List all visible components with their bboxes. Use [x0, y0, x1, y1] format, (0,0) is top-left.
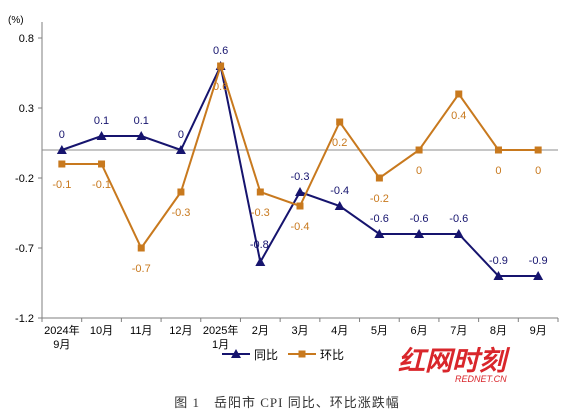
legend-marker-square — [298, 350, 306, 358]
x-tick-label: 2024年 9月 — [44, 323, 79, 351]
x-tick-label: 4月 — [331, 325, 348, 337]
y-tick-label: -0.2 — [15, 173, 34, 185]
figure-caption: 图 1 岳阳市 CPI 同比、环比涨跌幅 — [174, 395, 399, 410]
x-tick-label: 2月 — [252, 325, 269, 337]
data-point-yoy — [295, 187, 305, 196]
data-label-mom: -0.3 — [251, 207, 270, 219]
data-label-yoy: 0.6 — [213, 45, 228, 57]
data-point-yoy — [453, 229, 464, 238]
data-point-yoy — [493, 271, 504, 280]
data-point-mom — [375, 174, 383, 182]
x-tick-label: 12月 — [169, 325, 192, 337]
data-point-yoy — [96, 131, 107, 140]
x-tick-label: 2025年 1月 — [203, 323, 238, 351]
data-label-mom: 0.4 — [451, 110, 466, 122]
x-axis-ticks: 2024年 9月 10月 11月 12月 2025年 1月 2月 3月 4月 5月 6月 7月 8月 9月 — [41, 318, 559, 351]
y-axis-ticks: 0.8 0.3 -0.2 -0.7 -1.2 — [15, 33, 42, 325]
x-tick-label: 5月 — [371, 325, 388, 337]
data-label-yoy: -0.6 — [449, 213, 468, 225]
data-label-mom: -0.1 — [92, 179, 111, 191]
data-point-yoy — [334, 201, 345, 210]
data-labels-layer: 0 0.1 0.1 0 0.6 -0.8 -0.3 -0.4 -0.6 -0.6 -0.6 -0.9 -… — [52, 45, 547, 275]
data-label-yoy: 0 — [59, 129, 65, 141]
data-point-mom — [58, 160, 66, 168]
y-tick-label: 0.8 — [19, 33, 34, 45]
data-point-mom — [336, 118, 344, 126]
y-tick-label: -1.2 — [15, 313, 34, 325]
legend-label: 同比 — [254, 348, 278, 362]
x-tick-label: 10月 — [90, 325, 113, 337]
data-label-yoy: -0.9 — [489, 255, 508, 267]
data-point-yoy — [136, 131, 147, 140]
data-label-mom: -0.4 — [291, 221, 310, 233]
data-label-mom: 0.6 — [213, 81, 228, 93]
data-point-yoy — [56, 145, 67, 154]
data-label-mom: 0.2 — [332, 137, 347, 149]
data-point-yoy — [533, 271, 544, 280]
data-label-yoy: -0.6 — [370, 213, 389, 225]
watermark-logo: 红网时刻 REDNET.CN — [398, 346, 511, 384]
data-point-yoy — [414, 229, 425, 238]
data-label-mom: -0.1 — [52, 179, 71, 191]
x-tick-label: 9月 — [530, 325, 547, 337]
data-label-yoy: 0 — [178, 129, 184, 141]
data-point-mom — [494, 146, 502, 154]
data-point-mom — [137, 244, 145, 252]
data-label-mom: 0 — [535, 165, 541, 177]
data-point-mom — [177, 188, 185, 196]
data-point-mom — [415, 146, 423, 154]
x-tick-label: 6月 — [411, 325, 428, 337]
data-label-yoy: -0.6 — [410, 213, 429, 225]
x-tick-label: 3月 — [291, 325, 308, 337]
data-point-yoy — [175, 145, 186, 154]
data-point-yoy — [255, 257, 266, 266]
data-label-mom: 0 — [495, 165, 501, 177]
data-label-yoy: -0.9 — [529, 255, 548, 267]
series-layer — [56, 61, 544, 280]
y-axis-unit-label: (%) — [8, 15, 24, 26]
data-point-mom — [534, 146, 542, 154]
legend: 同比 环比 — [222, 348, 344, 362]
data-point-mom — [455, 90, 463, 98]
data-label-yoy: -0.3 — [291, 171, 310, 183]
data-point-mom — [217, 62, 225, 70]
legend-label: 环比 — [320, 348, 344, 362]
x-tick-label: 8月 — [490, 325, 507, 337]
legend-marker-triangle — [231, 349, 241, 358]
data-point-mom — [98, 160, 106, 168]
data-label-yoy: 0.1 — [94, 115, 109, 127]
axes — [41, 22, 558, 319]
data-label-mom: -0.2 — [370, 193, 389, 205]
y-tick-label: 0.3 — [19, 103, 34, 115]
data-point-yoy — [374, 229, 385, 238]
data-label-yoy: -0.8 — [250, 239, 269, 251]
data-label-mom: -0.3 — [171, 207, 190, 219]
y-tick-label: -0.7 — [15, 243, 34, 255]
x-tick-label: 7月 — [450, 325, 467, 337]
data-label-mom: 0 — [416, 165, 422, 177]
data-point-mom — [256, 188, 264, 196]
watermark-sub-text: REDNET.CN — [455, 374, 507, 384]
data-label-mom: -0.7 — [132, 263, 151, 275]
data-label-yoy: 0.1 — [134, 115, 149, 127]
x-tick-label: 11月 — [130, 325, 152, 337]
watermark-main-text: 红网时刻 — [398, 346, 511, 377]
data-point-mom — [296, 202, 304, 210]
data-label-yoy: -0.4 — [330, 185, 349, 197]
